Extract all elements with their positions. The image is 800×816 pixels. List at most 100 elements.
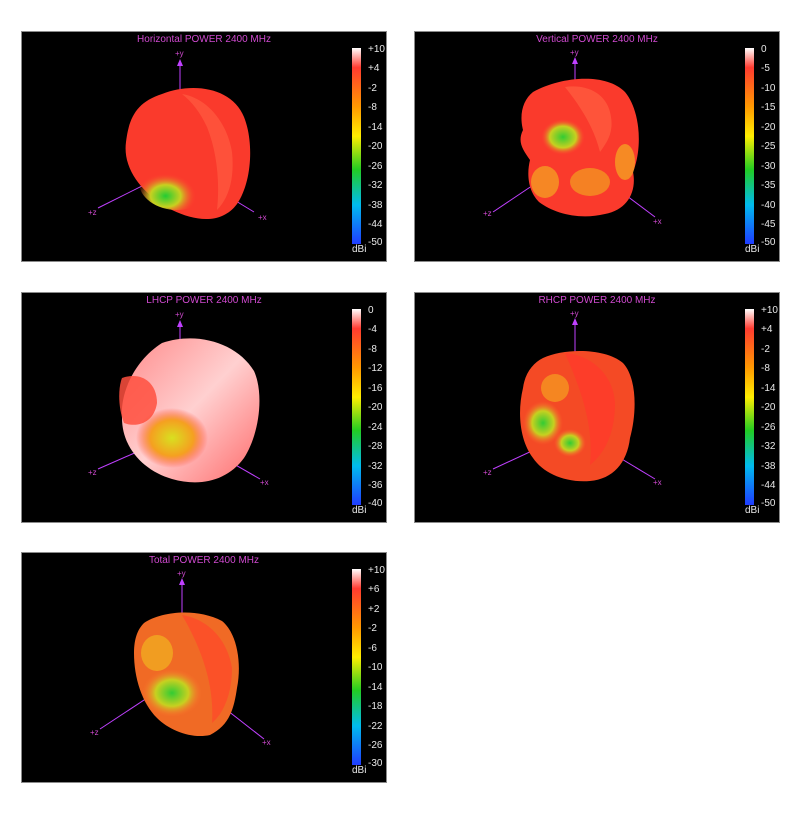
colorbar-tick: -30 — [761, 161, 776, 172]
colorbar-tick: -35 — [761, 180, 776, 191]
colorbar-tick: -4 — [368, 324, 377, 335]
colorbar-tick: -26 — [761, 422, 776, 433]
colorbar-tick: -40 — [761, 200, 776, 211]
panel-title: Vertical POWER 2400 MHz — [536, 34, 658, 45]
x-axis-label: +x — [653, 217, 662, 226]
colorbar — [352, 569, 361, 765]
y-axis-arrow — [177, 59, 183, 66]
colorbar-tick: -45 — [761, 219, 776, 230]
colorbar-tick: -44 — [368, 219, 383, 230]
colorbar-tick: -2 — [368, 83, 377, 94]
radiation-plot: +y +z +x — [483, 309, 754, 505]
colorbar-tick: -38 — [368, 200, 383, 211]
colorbar-unit: dBi — [352, 765, 367, 776]
colorbar-tick: -8 — [368, 102, 377, 113]
colorbar — [745, 48, 754, 244]
colorbar-tick: +10 — [368, 44, 385, 55]
y-axis-label: +y — [570, 48, 579, 57]
z-axis-label: +z — [90, 728, 99, 737]
colorbar — [352, 309, 361, 505]
colorbar-tick: -10 — [761, 83, 776, 94]
pattern-panel-horizontal: Horizontal POWER 2400 MHz +y — [21, 31, 387, 262]
colorbar-tick: -38 — [761, 461, 776, 472]
colorbar-tick: 0 — [761, 44, 767, 55]
y-axis-arrow — [179, 578, 185, 585]
radiation-plot: +y +z +x — [483, 48, 754, 244]
y-axis-arrow — [572, 318, 578, 325]
radiation-plot: +y +z +x — [90, 569, 361, 765]
colorbar-tick: -15 — [761, 102, 776, 113]
y-axis-label: +y — [177, 569, 186, 578]
colorbar-tick: -16 — [368, 383, 383, 394]
colorbar-tick: -2 — [761, 344, 770, 355]
colorbar-tick: -50 — [761, 498, 776, 509]
panel-title: LHCP POWER 2400 MHz — [146, 295, 262, 306]
colorbar-tick: +10 — [761, 305, 778, 316]
colorbar-unit: dBi — [745, 505, 760, 516]
pattern-panel-total: Total POWER 2400 MHz +y — [21, 552, 387, 783]
colorbar-tick: +2 — [368, 604, 380, 615]
colorbar-tick: -20 — [368, 402, 383, 413]
pattern-panel-lhcp: LHCP POWER 2400 MHz — [21, 292, 387, 523]
colorbar-tick: -32 — [368, 180, 383, 191]
panel-title: RHCP POWER 2400 MHz — [538, 295, 656, 306]
colorbar-tick: +6 — [368, 584, 380, 595]
x-axis-label: +x — [260, 478, 269, 487]
colorbar-tick: -24 — [368, 422, 383, 433]
colorbar-tick: -5 — [761, 63, 770, 74]
colorbar-tick: -26 — [368, 740, 383, 751]
colorbar-tick: +4 — [368, 63, 380, 74]
colorbar-tick: -26 — [368, 161, 383, 172]
colorbar-unit: dBi — [745, 244, 760, 255]
y-axis-label: +y — [570, 309, 579, 318]
colorbar-tick: -40 — [368, 498, 383, 509]
z-axis-label: +z — [483, 468, 492, 477]
colorbar-tick: -28 — [368, 441, 383, 452]
low-gain-region — [136, 408, 208, 468]
colorbar — [745, 309, 754, 505]
x-axis-label: +x — [258, 213, 267, 222]
colorbar-unit: dBi — [352, 505, 367, 516]
colorbar-tick: -25 — [761, 141, 776, 152]
panel-title: Total POWER 2400 MHz — [148, 555, 260, 566]
colorbar-tick: -50 — [761, 237, 776, 248]
colorbar-tick: -8 — [761, 363, 770, 374]
colorbar-tick: -12 — [368, 363, 383, 374]
colorbar-tick: 0 — [368, 305, 374, 316]
z-axis-label: +z — [88, 208, 97, 217]
radiation-plot: +y +z +x — [88, 48, 361, 244]
colorbar-tick: -44 — [761, 480, 776, 491]
radiation-plot: +y +z +x — [88, 309, 361, 505]
colorbar-tick: -14 — [368, 122, 383, 133]
x-axis-label: +x — [262, 738, 271, 747]
colorbar-tick: -8 — [368, 344, 377, 355]
low-gain-region — [142, 669, 202, 717]
colorbar-tick: -20 — [368, 141, 383, 152]
colorbar-tick: -14 — [761, 383, 776, 394]
colorbar-tick: -32 — [368, 461, 383, 472]
colorbar-tick: -6 — [368, 643, 377, 654]
colorbar-tick: +4 — [761, 324, 773, 335]
colorbar-tick: -10 — [368, 662, 383, 673]
low-gain-region — [541, 119, 585, 155]
panel-title: Horizontal POWER 2400 MHz — [137, 34, 271, 45]
x-axis-label: +x — [653, 478, 662, 487]
colorbar-tick: -20 — [761, 402, 776, 413]
colorbar-tick: -32 — [761, 441, 776, 452]
colorbar-tick: -14 — [368, 682, 383, 693]
colorbar-tick: -20 — [761, 122, 776, 133]
colorbar-tick: -30 — [368, 758, 383, 769]
y-axis-label: +y — [175, 49, 184, 58]
low-gain-region — [523, 401, 563, 445]
y-axis-arrow — [572, 57, 578, 64]
colorbar — [352, 48, 361, 244]
z-axis-label: +z — [88, 468, 97, 477]
y-axis-label: +y — [175, 310, 184, 319]
colorbar-tick: +10 — [368, 565, 385, 576]
colorbar-tick: -36 — [368, 480, 383, 491]
low-gain-region — [139, 154, 215, 210]
colorbar-unit: dBi — [352, 244, 367, 255]
colorbar-tick: -18 — [368, 701, 383, 712]
z-axis-label: +z — [483, 209, 492, 218]
pattern-panel-vertical: Vertical POWER 2400 MHz — [414, 31, 780, 262]
